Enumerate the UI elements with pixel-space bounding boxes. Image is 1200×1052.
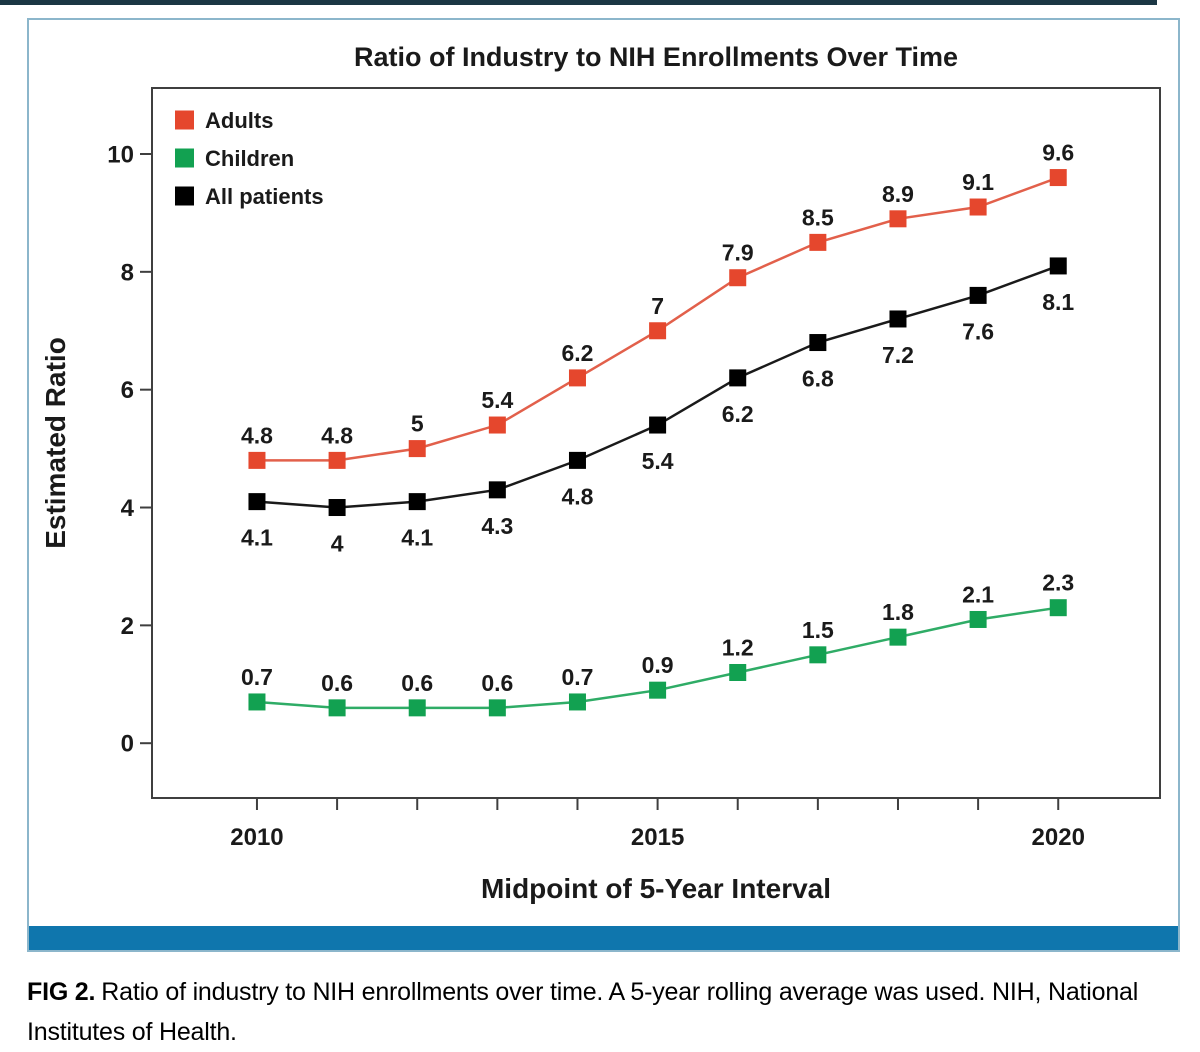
chart: Ratio of Industry to NIH Enrollments Ove… [40,42,1161,904]
data-point-label-all-patients: 7.2 [882,342,914,368]
data-point-label-all-patients: 7.6 [962,318,994,344]
legend-label-all-patients: All patients [205,184,324,209]
data-point-label-all-patients: 8.1 [1042,289,1074,315]
data-point-marker-adults [408,440,426,458]
data-point-label-children: 1.2 [722,634,754,660]
x-axis-title: Midpoint of 5-Year Interval [481,873,831,904]
data-point-label-all-patients: 4.3 [481,513,513,539]
data-point-marker-all-patients [649,416,667,434]
data-point-label-children: 0.9 [642,652,674,678]
window-top-edge [0,0,1157,5]
data-point-marker-children [328,699,346,717]
figure-caption: FIG 2. Ratio of industry to NIH enrollmen… [27,972,1185,1052]
data-point-marker-all-patients [568,451,586,469]
data-point-label-children: 2.3 [1042,570,1074,596]
data-point-marker-adults [889,210,907,228]
x-tick-label: 2010 [230,824,283,851]
y-tick-label: 2 [121,613,134,640]
data-point-marker-all-patients [328,499,346,517]
data-point-marker-children [1049,599,1067,617]
x-tick-label: 2015 [631,824,684,851]
data-point-marker-children [649,681,667,699]
data-point-marker-children [889,628,907,646]
caption-fig-label: FIG 2. [27,978,96,1006]
data-point-label-all-patients: 6.2 [722,401,754,427]
data-point-label-adults: 7.9 [722,240,754,266]
chart-title: Ratio of Industry to NIH Enrollments Ove… [354,42,958,72]
figure-panel: Ratio of Industry to NIH Enrollments Ove… [27,18,1180,952]
data-point-label-all-patients: 4.1 [241,525,273,551]
data-point-label-adults: 6.2 [561,340,593,366]
data-point-label-all-patients: 4.1 [401,525,433,551]
data-point-marker-all-patients [488,481,506,499]
data-point-marker-adults [729,269,747,287]
data-point-label-children: 1.8 [882,599,914,625]
data-point-label-children: 0.7 [241,664,273,690]
legend-label-adults: Adults [205,108,273,133]
legend-swatch-all-patients [175,186,194,206]
data-point-label-children: 0.7 [561,664,593,690]
data-point-marker-children [969,610,987,628]
y-tick-label: 4 [121,495,135,522]
data-point-label-adults: 4.8 [321,422,353,448]
data-point-marker-adults [488,416,506,434]
y-axis-title: Estimated Ratio [40,337,71,549]
data-point-label-children: 0.6 [321,670,353,696]
data-point-label-adults: 7 [651,293,664,319]
data-point-marker-adults [1049,169,1067,187]
caption-text: Ratio of industry to NIH enrollments ove… [27,978,1139,1046]
data-point-label-children: 0.6 [481,670,513,696]
data-point-label-adults: 5.4 [481,387,513,413]
plot-box [151,87,1161,799]
data-point-marker-children [729,663,747,681]
data-point-label-all-patients: 4.8 [561,483,593,509]
legend-swatch-children [175,148,194,168]
data-point-marker-children [408,699,426,717]
data-point-label-adults: 9.1 [962,169,994,195]
data-point-label-all-patients: 6.8 [802,366,834,392]
y-tick-label: 10 [107,141,134,168]
data-point-marker-children [809,646,827,664]
y-tick-label: 8 [121,259,134,286]
data-point-marker-all-patients [969,286,987,304]
data-point-label-children: 0.6 [401,670,433,696]
data-point-label-all-patients: 5.4 [642,448,674,474]
x-tick-label: 2020 [1032,824,1085,851]
data-point-label-adults: 8.9 [882,181,914,207]
data-point-marker-all-patients [729,369,747,387]
data-point-marker-adults [248,451,266,469]
data-point-marker-all-patients [248,493,266,511]
data-point-marker-children [568,693,586,711]
data-point-label-adults: 8.5 [802,204,834,230]
data-point-label-adults: 9.6 [1042,140,1074,166]
data-point-marker-adults [568,369,586,387]
data-point-label-children: 1.5 [802,617,834,643]
data-point-marker-all-patients [408,493,426,511]
data-point-marker-children [248,693,266,711]
data-point-marker-adults [969,198,987,216]
y-tick-label: 6 [121,377,134,404]
data-point-label-all-patients: 4 [331,531,344,557]
data-point-label-children: 2.1 [962,581,994,607]
data-point-label-adults: 4.8 [241,422,273,448]
legend-label-children: Children [205,146,294,171]
data-point-marker-children [488,699,506,717]
data-point-marker-adults [328,451,346,469]
data-point-marker-all-patients [889,310,907,328]
legend-swatch-adults [175,110,194,130]
figure-accent-bar [29,926,1178,950]
data-point-marker-all-patients [809,334,827,352]
data-point-marker-adults [649,322,667,340]
y-tick-label: 0 [121,731,134,758]
data-point-label-adults: 5 [411,411,424,437]
data-point-marker-all-patients [1049,257,1067,275]
data-point-marker-adults [809,233,827,251]
